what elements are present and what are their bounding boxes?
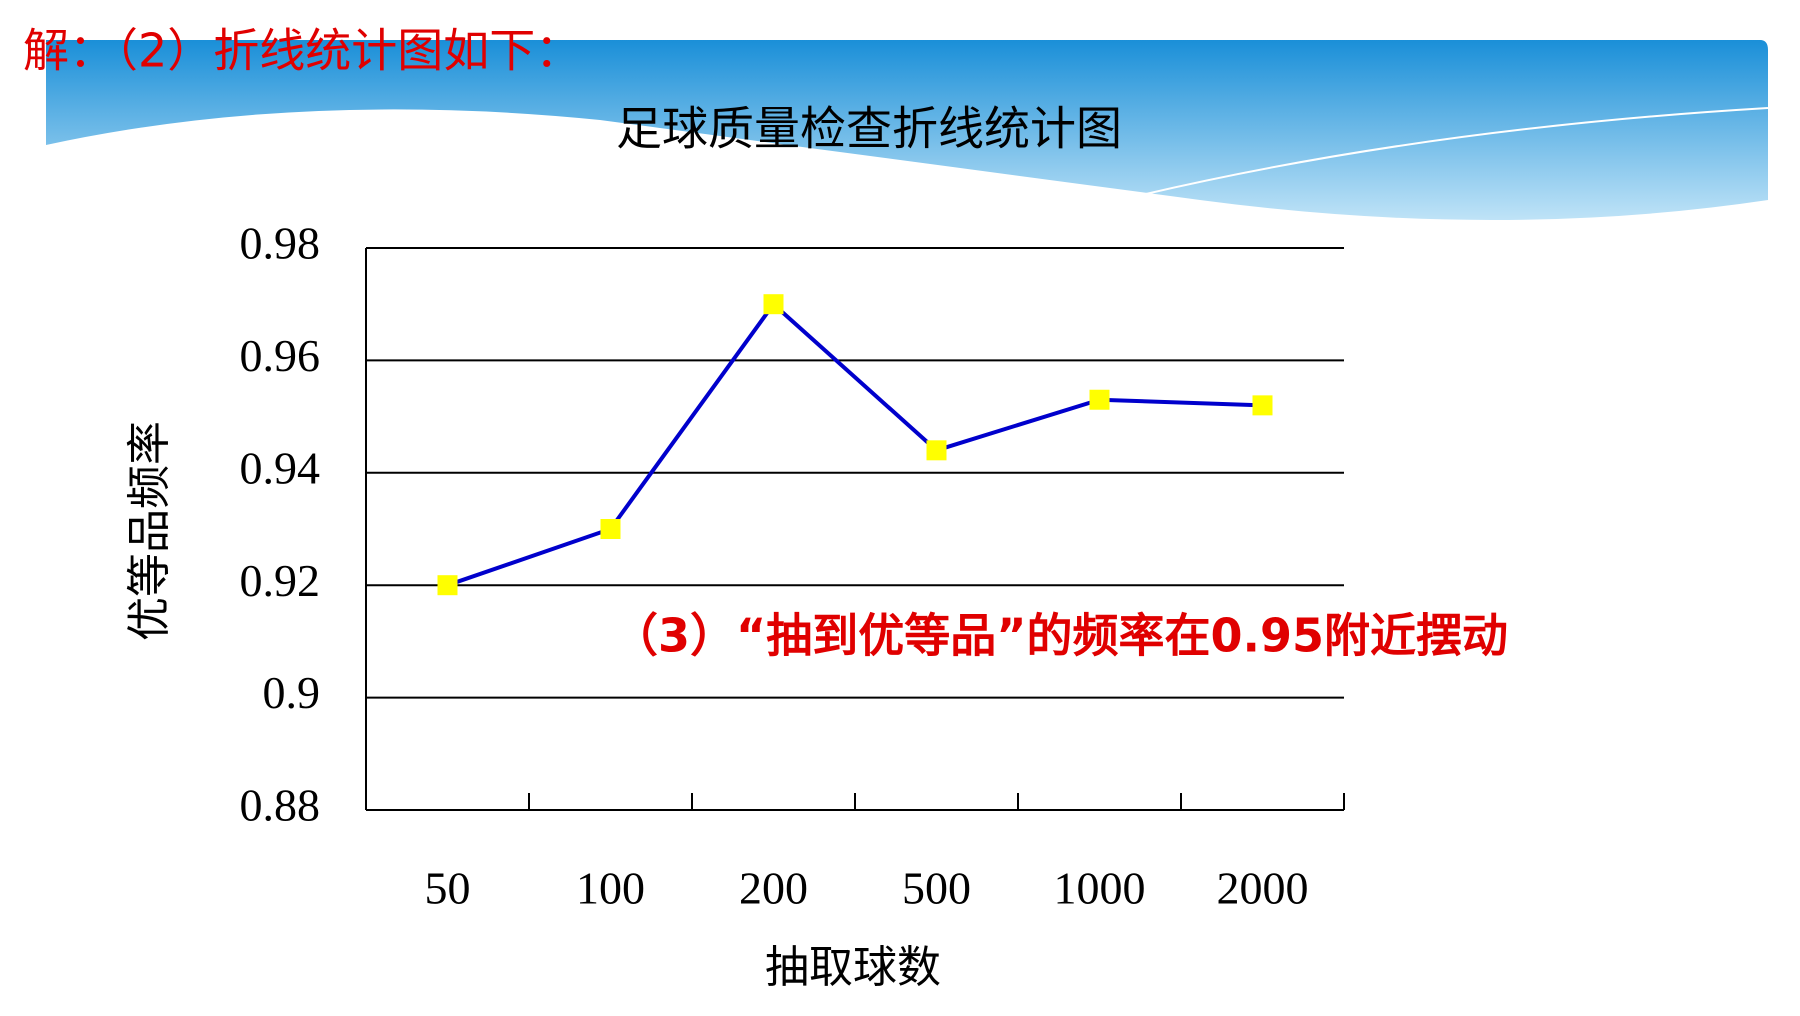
x-tick-label: 1000 bbox=[1054, 863, 1146, 914]
series-line bbox=[446, 301, 1263, 588]
y-tick-label: 0.96 bbox=[240, 330, 321, 381]
x-tick-label: 500 bbox=[902, 863, 971, 914]
banner-wave bbox=[1099, 107, 1769, 206]
header-note: 解：（2）折线统计图如下： bbox=[23, 24, 581, 78]
y-axis-title: 优等品频率 bbox=[124, 421, 175, 641]
chart-title: 足球质量检查折线统计图 bbox=[616, 102, 1122, 156]
point-marker bbox=[763, 294, 784, 315]
conclusion-note: （3）“抽到优等品”的频率在0.95附近摆动 bbox=[612, 609, 1508, 663]
y-tick-label: 0.98 bbox=[240, 218, 321, 269]
point-marker bbox=[437, 575, 458, 596]
x-tick-label: 200 bbox=[739, 863, 808, 914]
y-tick-label: 0.94 bbox=[240, 442, 321, 493]
x-tick-label: 100 bbox=[576, 863, 645, 914]
x-axis-title: 抽取球数 bbox=[765, 942, 941, 993]
banner bbox=[46, 40, 1768, 220]
x-tick-label: 2000 bbox=[1217, 863, 1309, 914]
point-marker bbox=[1089, 389, 1110, 410]
point-marker bbox=[1252, 395, 1273, 416]
y-tick-label: 0.92 bbox=[240, 555, 321, 606]
plot: 0.88 0.9 0.92 0.94 0.96 0.98 50 100 200 500 1000 20… bbox=[240, 218, 1345, 914]
point-marker bbox=[600, 519, 621, 539]
y-tick-label: 0.9 bbox=[263, 667, 321, 718]
x-tick-label: 50 bbox=[425, 863, 471, 914]
point-marker bbox=[926, 440, 947, 461]
y-tick-label: 0.88 bbox=[240, 780, 321, 831]
